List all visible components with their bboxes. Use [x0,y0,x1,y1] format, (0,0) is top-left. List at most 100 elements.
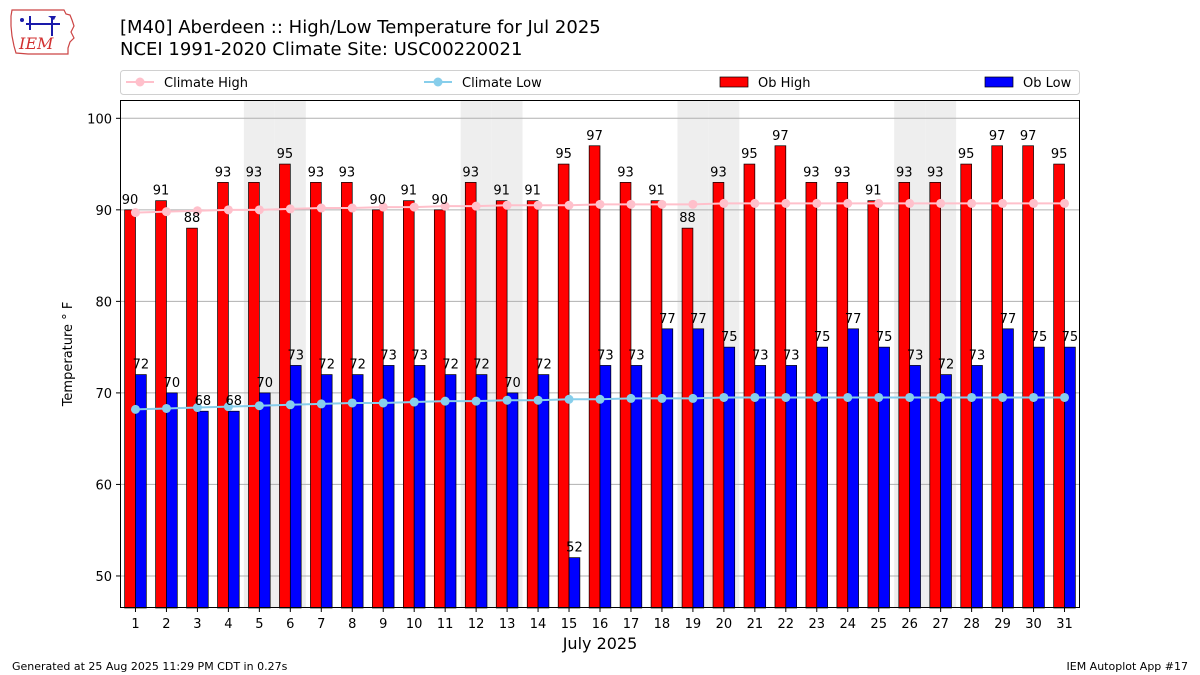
chart-title: [M40] Aberdeen :: High/Low Temperature f… [120,17,601,38]
ob-high-label: 93 [462,165,479,180]
x-tick-label: 11 [437,617,454,632]
ob-low-label: 70 [164,376,181,391]
x-tick-label: 30 [1025,617,1042,632]
ob-high-bar [433,209,446,609]
plot-frame [120,100,1080,608]
ob-low-bar [166,392,178,609]
ob-high-bar [341,182,353,609]
ob-high-bar [588,145,601,609]
climate-lines [130,198,1070,414]
ob-low-bar [1033,346,1045,609]
climate-low-point [936,392,946,402]
x-tick-label: 25 [870,617,887,632]
legend-climate-high-label: Climate High [164,76,248,91]
climate-high-point [657,199,667,209]
ob-low-bar [537,374,550,609]
ob-high-label: 91 [493,184,510,199]
legend-climate-high-marker [135,77,145,87]
ob-high-label: 93 [215,165,232,180]
climate-high-point [1029,198,1039,208]
ob-low-label: 77 [845,312,862,327]
climate-low-point [998,392,1008,402]
ob-high-label: 95 [277,147,294,162]
x-tick-label: 16 [592,617,609,632]
x-tick-label: 8 [348,617,356,632]
climate-high-point [161,207,171,217]
climate-low-point [874,392,884,402]
climate-low-point [1029,392,1039,402]
climate-low-point [409,397,419,407]
data-labels: 90 91 88 93 93 95 93 93 90 91 90 93 91 91 95 97 93 91 88 93… [122,129,1078,556]
climate-low-point [812,392,822,402]
climate-high-point [223,205,233,215]
logo-text: IEM [18,34,54,53]
y-tick-label: 90 [95,204,112,219]
climate-high-point [378,202,388,212]
x-tick-label: 20 [716,617,733,632]
climate-high-point [688,199,698,209]
app-footer: IEM Autoplot App #17 [1066,660,1189,673]
y-tick-label: 70 [95,387,112,402]
climate-low-point [316,399,326,409]
x-tick-label: 29 [994,617,1011,632]
ob-high-label: 93 [803,165,820,180]
climate-high-point [130,208,140,218]
y-tick-label: 100 [87,112,112,127]
ob-low-bar [692,328,705,609]
climate-low-point [688,393,698,403]
x-tick-label: 12 [468,617,485,632]
x-tick-label: 21 [747,617,764,632]
ob-high-bar [960,163,972,609]
ob-low-label: 75 [1031,330,1048,345]
legend-climate-low-marker [433,77,443,87]
ob-low-label: 72 [349,358,366,373]
ob-low-label: 73 [380,348,397,363]
ob-low-label: 70 [257,376,274,391]
ob-high-label: 91 [401,184,418,199]
y-axis-label: Temperature ° F [61,302,76,408]
ob-low-bar [723,346,736,609]
chart-subtitle: NCEI 1991-2020 Climate Site: USC00220021 [120,39,523,60]
climate-high-point [502,200,512,210]
x-tick-label: 23 [809,617,826,632]
ob-low-label: 72 [535,358,552,373]
ob-high-bar [743,163,756,609]
ob-high-label: 91 [865,184,882,199]
x-tick-label: 24 [839,617,856,632]
ob-high-label: 93 [339,165,356,180]
x-tick-label: 7 [317,617,325,632]
ob-high-label: 93 [246,165,263,180]
climate-low-point [502,395,512,405]
ob-low-label: 77 [690,312,707,327]
ob-high-label: 91 [524,184,541,199]
x-tick-label: 26 [901,617,918,632]
ob-low-bar [909,365,921,609]
ob-low-label: 68 [195,394,212,409]
ob-high-bar [186,227,198,609]
ob-low-bar [506,392,519,609]
ob-low-label: 70 [504,376,521,391]
climate-high-point [471,201,481,211]
ob-low-bar [228,410,240,609]
ob-high-label: 93 [927,165,944,180]
climate-high-point [347,203,357,213]
climate-low-point [285,400,295,410]
ob-high-bar [1053,163,1065,609]
ob-low-label: 73 [597,348,614,363]
ob-low-bar [661,328,674,609]
generated-footer: Generated at 25 Aug 2025 11:29 PM CDT in… [12,660,288,673]
ob-low-bar [754,365,767,609]
ob-low-bar [816,346,828,609]
x-tick-label: 27 [932,617,949,632]
climate-low-point [130,404,140,414]
x-tick-label: 6 [286,617,294,632]
climate-high-point [998,198,1008,208]
climate-low-point [192,403,202,413]
x-tick-label: 17 [623,617,640,632]
ob-high-bar [279,163,291,609]
climate-low-point [967,392,977,402]
climate-low-point [347,398,357,408]
legend-ob-low-swatch [984,76,1014,88]
x-tick-label: 31 [1056,617,1073,632]
